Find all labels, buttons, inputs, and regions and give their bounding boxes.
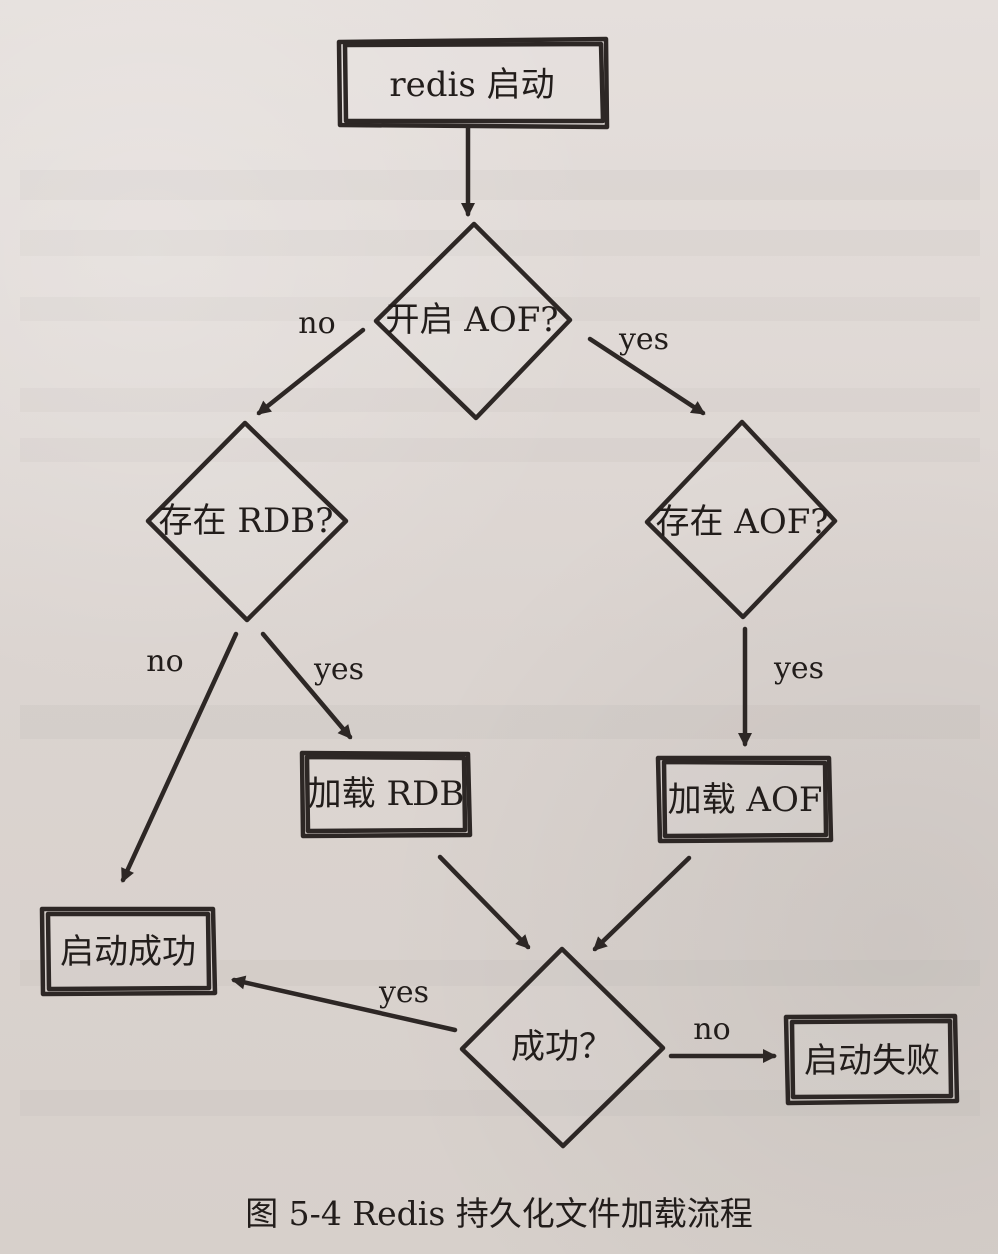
- start-success-label: 启动成功: [60, 932, 196, 972]
- node-load-rdb: 加载 RDB: [299, 750, 473, 839]
- edge-success-check-to-start-failed-no: no: [668, 1012, 777, 1063]
- aof-exists-label: 存在 AOF?: [655, 502, 828, 542]
- node-aof-enabled: 开启 AOF?: [373, 221, 573, 421]
- node-rdb-exists: 存在 RDB?: [145, 420, 349, 623]
- load-aof-label: 加载 AOF: [668, 780, 823, 820]
- aof-yes-label: yes: [618, 322, 669, 357]
- edge-rdb-to-start-success-no: no: [120, 631, 239, 883]
- edge-load-aof-to-success-check: [592, 855, 692, 952]
- load-rdb-label: 加载 RDB: [308, 774, 465, 814]
- figure-caption: 图 5-4 Redis 持久化文件加载流程: [245, 1194, 753, 1233]
- node-aof-exists: 存在 AOF?: [644, 419, 838, 620]
- edge-aof-to-aof-yes: yes: [587, 322, 706, 416]
- node-redis-start: redis 启动: [336, 36, 610, 130]
- edge-aof-exists-to-load-aof-yes: yes: [738, 626, 824, 747]
- success-no-label: no: [693, 1012, 730, 1047]
- node-success-check: 成功？: [459, 946, 666, 1149]
- rdb-exists-label: 存在 RDB?: [159, 501, 334, 541]
- node-load-aof: 加载 AOF: [655, 755, 834, 844]
- aof-no-label: no: [298, 306, 335, 341]
- redis-start-label: redis 启动: [389, 65, 554, 105]
- node-start-failed: 启动失败: [783, 1013, 960, 1106]
- edge-load-rdb-to-success-check: [437, 854, 531, 950]
- edge-success-check-to-start-success-yes: yes: [231, 975, 458, 1033]
- aof-enabled-label: 开启 AOF?: [385, 300, 558, 340]
- aof-exists-yes-label: yes: [773, 651, 824, 686]
- success-yes-label: yes: [378, 975, 429, 1010]
- success-check-label: 成功？: [511, 1027, 613, 1067]
- start-failed-label: 启动失败: [804, 1041, 940, 1081]
- edge-aof-to-rdb-no: no: [256, 306, 366, 416]
- rdb-no-label: no: [146, 644, 183, 679]
- edge-rdb-to-load-rdb-yes: yes: [260, 631, 364, 740]
- node-start-success: 启动成功: [39, 906, 218, 997]
- rdb-yes-label: yes: [313, 652, 364, 687]
